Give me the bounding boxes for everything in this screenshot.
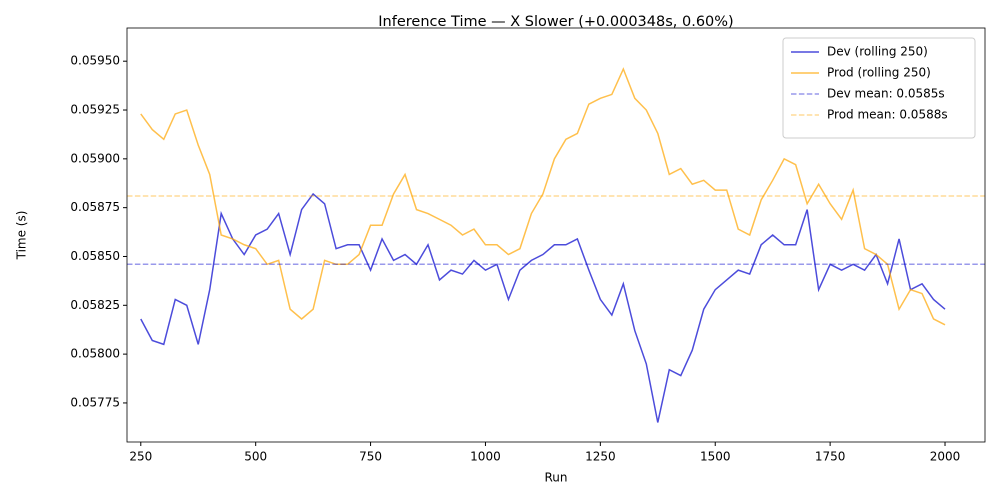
y-tick-label: 0.05800: [70, 347, 120, 361]
x-tick-label: 1250: [585, 450, 616, 464]
y-axis-label: Time (s): [15, 211, 29, 261]
x-tick-label: 750: [359, 450, 382, 464]
x-tick-label: 250: [129, 450, 152, 464]
y-tick-label: 0.05925: [70, 103, 120, 117]
plot-frame: [126, 27, 986, 443]
y-tick-label: 0.05825: [70, 298, 120, 312]
x-tick-label: 1000: [470, 450, 501, 464]
legend-label: Prod (rolling 250): [827, 66, 931, 80]
series-line: [140, 67, 946, 326]
chart-title: Inference Time — X Slower (+0.000348s, 0…: [378, 14, 733, 30]
x-tick-label: 1750: [815, 450, 846, 464]
y-tick-label: 0.05850: [70, 249, 120, 263]
legend-label: Prod mean: 0.0588s: [827, 108, 948, 122]
x-tick-label: 2000: [930, 450, 961, 464]
legend-label: Dev mean: 0.0585s: [827, 87, 945, 101]
legend-box: [782, 37, 976, 139]
x-axis-label: Run: [544, 471, 567, 485]
y-tick-label: 0.05950: [70, 54, 120, 68]
y-tick-label: 0.05875: [70, 200, 120, 214]
legend-label: Dev (rolling 250): [827, 45, 928, 59]
x-tick-label: 500: [244, 450, 267, 464]
x-tick-label: 1500: [700, 450, 731, 464]
series-line: [140, 192, 946, 423]
y-tick-label: 0.05900: [70, 151, 120, 165]
y-tick-label: 0.05775: [70, 395, 120, 409]
